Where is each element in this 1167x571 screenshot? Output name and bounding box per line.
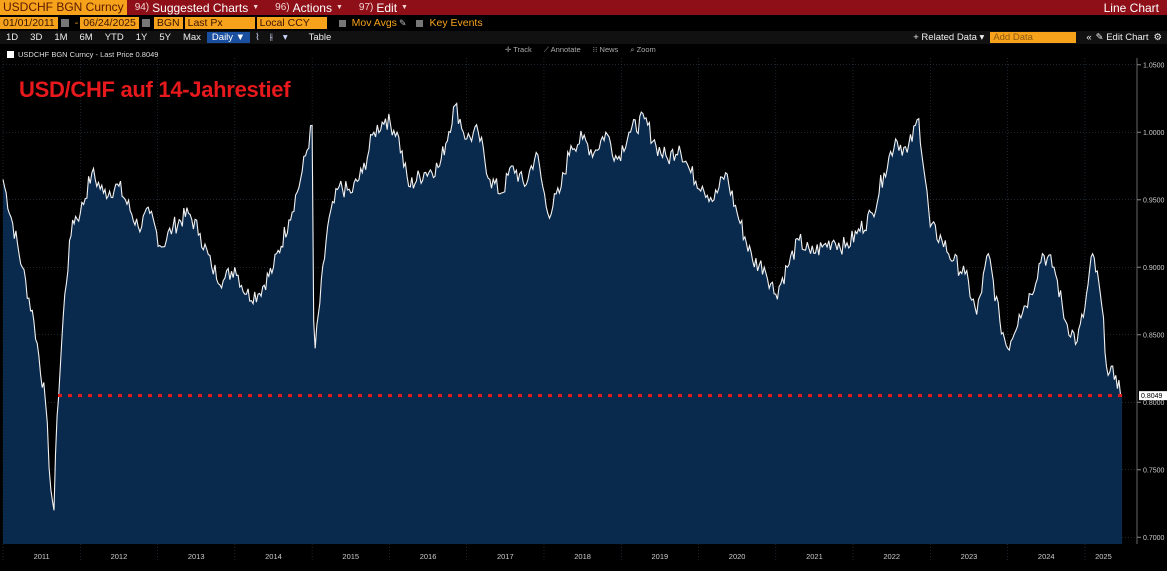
parameters-bar: 01/01/2011 - 06/24/2025 BGN Last Px Loca…: [0, 16, 1167, 30]
x-tick-label: 2019: [652, 552, 669, 561]
currency-select[interactable]: Local CCY: [256, 17, 327, 29]
mov-avgs-label: Mov Avgs: [351, 17, 397, 29]
frequency-select[interactable]: Daily ▼: [206, 32, 251, 43]
last-price-label: 0.8049: [1141, 393, 1163, 400]
key-events-label: Key Events: [429, 17, 483, 29]
x-tick-label: 2013: [188, 552, 205, 561]
suggested-charts-menu[interactable]: 94) Suggested Charts ▼: [127, 1, 267, 15]
start-date-field[interactable]: 01/01/2011: [0, 17, 58, 29]
zoom-tool[interactable]: ⌕ Zoom: [630, 45, 656, 54]
menu-number: 97): [358, 2, 374, 13]
chart-legend: USDCHF BGN Curncy - Last Price 0.8049: [7, 50, 158, 59]
calendar-icon[interactable]: [141, 19, 150, 27]
y-tick-label: 0.7000: [1143, 535, 1165, 542]
caret-down-icon: ▼: [335, 4, 343, 11]
x-tick-label: 2021: [806, 552, 823, 561]
legend-swatch: [7, 51, 14, 58]
y-tick-label: 0.7500: [1143, 467, 1165, 474]
menu-label: Edit: [376, 0, 398, 15]
menu-label: Suggested Charts: [152, 0, 249, 15]
track-tool[interactable]: ✛ Track: [505, 45, 532, 54]
y-axis: 1.0500 1.0000 0.9500 0.9000 0.8500 0.8000 0.75…: [1136, 58, 1165, 544]
x-tick-label: 2015: [342, 552, 359, 561]
chart-annotation: USD/CHF auf 14-Jahrestief: [19, 77, 291, 102]
y-tick-label: 0.8000: [1143, 400, 1165, 407]
line-chart-icon[interactable]: ⌇: [255, 32, 260, 43]
period-toolbar: 1D 3D 1M 6M YTD 1Y 5Y Max Daily ▼ ⌇ ⫲ ▾ …: [0, 31, 1167, 44]
y-tick-label: 0.9500: [1143, 197, 1165, 204]
x-tick-label: 2017: [497, 552, 514, 561]
x-tick-label: 2025: [1095, 552, 1112, 561]
mov-avgs-checkbox[interactable]: [338, 19, 346, 27]
x-tick-label: 2024: [1038, 552, 1055, 561]
y-tick-label: 1.0500: [1143, 62, 1165, 69]
actions-menu[interactable]: 96) Actions ▼: [267, 1, 351, 15]
chart-type-label: Line Chart: [1103, 0, 1159, 15]
news-tool[interactable]: ⁝⁝ News: [592, 45, 619, 54]
tool-label: Zoom: [636, 45, 656, 54]
x-tick-label: 2022: [883, 552, 900, 561]
x-axis: 2011 2012 2013 2014 2015 2016 2017 2018 2019 2020…: [34, 552, 1112, 561]
tool-label: Track: [513, 45, 532, 54]
x-tick-label: 2014: [265, 552, 282, 561]
y-tick-label: 0.9000: [1143, 265, 1165, 272]
related-data-button[interactable]: + Related Data ▾: [913, 32, 985, 43]
tool-label: Annotate: [550, 45, 581, 54]
period-1m-button[interactable]: 1M: [54, 32, 68, 43]
pencil-icon[interactable]: ✎: [398, 17, 407, 28]
field-select[interactable]: Last Px: [184, 17, 255, 29]
period-max-button[interactable]: Max: [182, 32, 201, 43]
x-tick-label: 2016: [420, 552, 437, 561]
edit-menu[interactable]: 97) Edit ▼: [351, 1, 416, 15]
ticker-field[interactable]: USDCHF BGN Curncy: [0, 0, 127, 15]
title-bar: USDCHF BGN Curncy 94) Suggested Charts ▼ 9…: [0, 0, 1167, 15]
price-area-fill: [3, 103, 1122, 545]
menu-label: Actions: [292, 0, 332, 15]
chart-tools: ✛ Track ⟋ Annotate ⁝⁝ News ⌕ Zoom: [505, 45, 656, 55]
tool-label: News: [599, 45, 619, 54]
related-data-label: + Related Data: [913, 32, 977, 43]
annotate-tool[interactable]: ⟋ Annotate: [543, 45, 581, 54]
collapse-icon[interactable]: «: [1086, 32, 1092, 43]
period-5y-button[interactable]: 5Y: [159, 32, 171, 43]
caret-down-icon: ▼: [401, 4, 408, 11]
caret-down-icon: ▼: [252, 4, 260, 11]
x-tick-label: 2011: [34, 552, 50, 561]
table-button[interactable]: Table: [308, 32, 332, 43]
period-1y-button[interactable]: 1Y: [135, 32, 148, 43]
x-tick-label: 2018: [574, 552, 591, 561]
last-price-box: [1139, 391, 1167, 401]
x-axis-band: [0, 544, 1167, 571]
end-date-field[interactable]: 06/24/2025: [80, 17, 139, 29]
edit-chart-label: Edit Chart: [1106, 32, 1149, 43]
period-6m-button[interactable]: 6M: [79, 32, 93, 43]
period-1d-button[interactable]: 1D: [6, 32, 19, 43]
date-separator: -: [74, 17, 79, 29]
key-events-checkbox[interactable]: [416, 19, 424, 27]
y-tick-label: 1.0000: [1143, 130, 1165, 137]
gear-icon[interactable]: ⚙: [1153, 32, 1162, 43]
y-tick-label: 0.8500: [1143, 332, 1165, 339]
menu-number: 96): [275, 2, 290, 13]
caret-down-icon[interactable]: ▾: [282, 32, 288, 43]
x-tick-label: 2020: [729, 552, 746, 561]
bar-style-icon[interactable]: ⫲: [269, 32, 273, 43]
add-data-input[interactable]: Add Data: [990, 32, 1077, 43]
menu-number: 94): [134, 2, 150, 13]
edit-chart-button[interactable]: ✎ Edit Chart: [1095, 32, 1149, 43]
price-series-line: [2, 102, 1123, 511]
period-3d-button[interactable]: 3D: [30, 32, 43, 43]
source-field[interactable]: BGN: [153, 17, 183, 29]
calendar-icon[interactable]: [60, 19, 69, 27]
period-ytd-button[interactable]: YTD: [104, 32, 124, 43]
x-tick-label: 2023: [961, 552, 978, 561]
x-tick-label: 2012: [111, 552, 128, 561]
legend-entry: USDCHF BGN Curncy - Last Price 0.8049: [18, 50, 159, 59]
frequency-label: Daily: [211, 32, 234, 43]
